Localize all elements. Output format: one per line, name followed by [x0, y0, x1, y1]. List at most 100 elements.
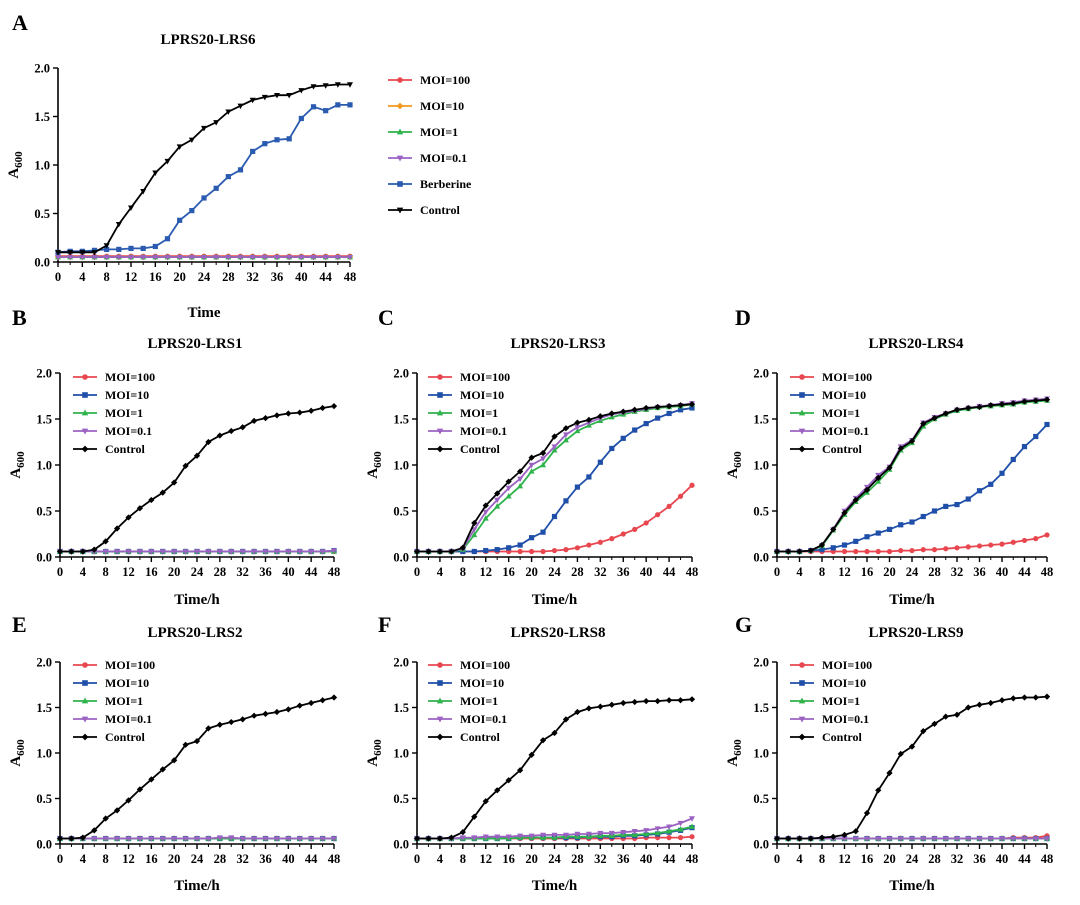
x-tick-label: 28	[928, 565, 941, 579]
x-tick-label: 20	[525, 852, 538, 866]
data-point	[471, 835, 478, 841]
legend-marker	[82, 392, 88, 398]
legend-marker	[436, 697, 444, 704]
x-tick-label: 16	[861, 565, 874, 579]
x-tick-label: 24	[548, 852, 561, 866]
data-point	[666, 503, 672, 509]
data-point	[853, 538, 859, 544]
legend-label: MOI=1	[105, 694, 143, 708]
data-point	[551, 729, 558, 737]
data-point	[563, 547, 569, 553]
x-tick-label: 28	[928, 852, 941, 866]
data-point	[148, 549, 155, 555]
data-point	[864, 836, 870, 842]
data-point	[976, 836, 983, 842]
x-tick-label: 28	[222, 270, 235, 284]
data-point	[239, 836, 246, 842]
data-point	[249, 254, 256, 261]
legend-item-moi-1: MOI=1	[790, 406, 860, 420]
data-point	[528, 833, 535, 840]
data-point	[540, 456, 547, 462]
data-point	[1043, 693, 1051, 700]
data-point	[689, 482, 695, 488]
x-tick-label: 44	[663, 852, 676, 866]
legend-item-moi-10: MOI=10	[428, 676, 504, 690]
legend-item-moi-0-1: MOI=0.1	[73, 712, 152, 726]
data-point	[620, 435, 626, 441]
series-control	[773, 693, 1051, 842]
data-point	[159, 836, 166, 842]
legend-marker	[82, 680, 88, 686]
series-line-control	[60, 696, 335, 840]
data-point	[250, 148, 256, 155]
legend-item-moi-10: MOI=10	[73, 388, 149, 402]
data-point	[987, 699, 994, 707]
y-tick-label: 0.5	[36, 792, 52, 806]
legend-marker	[798, 733, 806, 741]
series-control	[56, 403, 338, 555]
legend-item-moi-0-1: MOI=0.1	[388, 151, 467, 165]
data-point	[886, 526, 893, 532]
chart-title: LPRS20-LRS4	[868, 336, 964, 352]
series-moi-10	[414, 405, 695, 555]
series-line-control	[60, 405, 335, 553]
legend-item-moi-100: MOI=100	[388, 73, 470, 87]
x-tick-label: 16	[145, 565, 158, 579]
x-tick-label: 36	[259, 565, 272, 579]
data-point	[237, 254, 244, 261]
data-point	[1044, 836, 1050, 842]
data-point	[228, 718, 235, 726]
legend-marker	[82, 374, 88, 380]
y-tick-label: 0.5	[753, 505, 769, 519]
data-point	[1021, 836, 1028, 842]
legend-label: MOI=100	[105, 370, 155, 384]
data-point	[228, 427, 235, 435]
data-point	[505, 485, 512, 492]
data-point	[1010, 695, 1017, 702]
legend-marker	[798, 716, 806, 723]
legend-label: MOI=1	[460, 406, 498, 420]
data-point	[285, 549, 292, 555]
data-point	[886, 464, 893, 471]
data-point	[228, 549, 235, 555]
data-point	[471, 531, 478, 538]
data-point	[942, 836, 949, 842]
x-tick-label: 40	[295, 270, 308, 284]
data-point	[194, 549, 200, 555]
x-tick-label: 44	[319, 270, 332, 284]
data-point	[331, 548, 337, 554]
series-line-moi-0-1	[417, 402, 693, 553]
y-tick-label: 0.5	[393, 505, 409, 519]
legend-label: MOI=10	[822, 676, 866, 690]
legend-marker	[436, 445, 444, 453]
data-point	[631, 829, 638, 835]
data-point	[875, 836, 882, 842]
data-point	[620, 699, 627, 707]
x-tick-label: 28	[571, 852, 584, 866]
data-point	[632, 526, 638, 532]
data-point	[213, 254, 220, 261]
legend-label: MOI=1	[822, 694, 860, 708]
panel-letter-e: E	[12, 612, 27, 637]
x-tick-label: 20	[883, 852, 896, 866]
data-point	[897, 445, 904, 452]
legend-item-moi-0-1: MOI=0.1	[428, 424, 507, 438]
data-point	[251, 549, 258, 555]
legend-item-berberine: Berberine	[388, 177, 472, 191]
data-point	[285, 836, 292, 842]
legend-marker	[436, 733, 444, 741]
x-axis-label: Time/h	[532, 592, 578, 608]
data-point	[574, 831, 581, 838]
data-point	[102, 538, 109, 545]
data-point	[505, 834, 512, 840]
data-point	[517, 548, 523, 555]
data-point	[666, 410, 672, 417]
data-point	[262, 836, 269, 842]
data-point	[886, 836, 893, 842]
data-point	[201, 125, 207, 132]
data-point	[689, 816, 695, 822]
data-point	[68, 548, 75, 555]
legend-item-moi-1: MOI=1	[73, 406, 143, 420]
data-point	[1044, 532, 1050, 538]
